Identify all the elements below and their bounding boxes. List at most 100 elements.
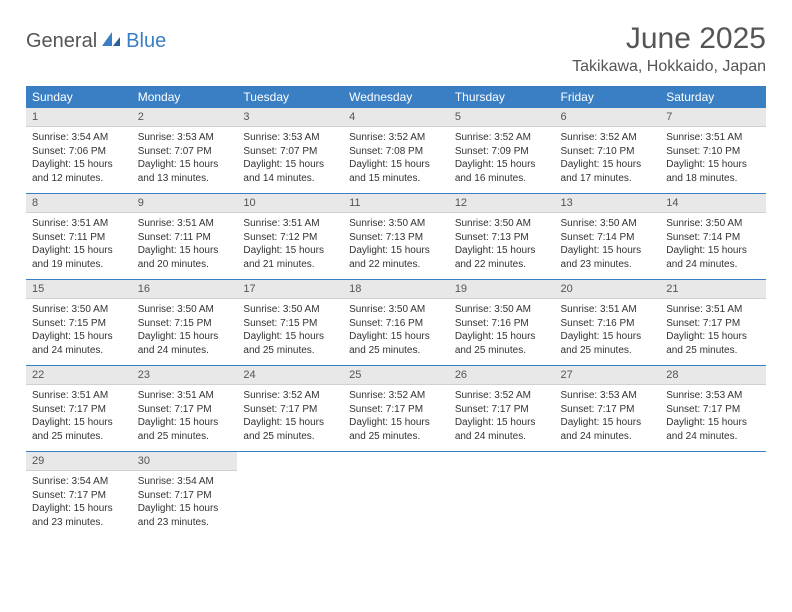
day-cell: 10Sunrise: 3:51 AMSunset: 7:12 PMDayligh… [237, 194, 343, 280]
day-number: 25 [343, 366, 449, 385]
day-content: Sunrise: 3:50 AMSunset: 7:15 PMDaylight:… [132, 299, 238, 365]
day-cell: 15Sunrise: 3:50 AMSunset: 7:15 PMDayligh… [26, 280, 132, 366]
day-content: Sunrise: 3:51 AMSunset: 7:11 PMDaylight:… [132, 213, 238, 279]
day-number: 19 [449, 280, 555, 299]
day-cell: 30Sunrise: 3:54 AMSunset: 7:17 PMDayligh… [132, 452, 238, 538]
day-number: 11 [343, 194, 449, 213]
day-content: Sunrise: 3:54 AMSunset: 7:17 PMDaylight:… [26, 471, 132, 537]
day-cell: . [555, 452, 661, 538]
day-cell: 29Sunrise: 3:54 AMSunset: 7:17 PMDayligh… [26, 452, 132, 538]
day-cell: 23Sunrise: 3:51 AMSunset: 7:17 PMDayligh… [132, 366, 238, 452]
day-number: 29 [26, 452, 132, 471]
day-cell: 2Sunrise: 3:53 AMSunset: 7:07 PMDaylight… [132, 108, 238, 194]
day-cell: . [660, 452, 766, 538]
day-number: 4 [343, 108, 449, 127]
day-number: 22 [26, 366, 132, 385]
day-cell: 24Sunrise: 3:52 AMSunset: 7:17 PMDayligh… [237, 366, 343, 452]
day-content: Sunrise: 3:51 AMSunset: 7:17 PMDaylight:… [26, 385, 132, 451]
calendar-body: 1Sunrise: 3:54 AMSunset: 7:06 PMDaylight… [26, 108, 766, 537]
logo: General Blue [26, 22, 166, 53]
day-content: Sunrise: 3:51 AMSunset: 7:17 PMDaylight:… [660, 299, 766, 365]
day-content: Sunrise: 3:50 AMSunset: 7:13 PMDaylight:… [449, 213, 555, 279]
day-number: 27 [555, 366, 661, 385]
day-cell: 26Sunrise: 3:52 AMSunset: 7:17 PMDayligh… [449, 366, 555, 452]
day-number: 23 [132, 366, 238, 385]
day-number: 18 [343, 280, 449, 299]
day-number: 28 [660, 366, 766, 385]
day-cell: 17Sunrise: 3:50 AMSunset: 7:15 PMDayligh… [237, 280, 343, 366]
sail-icon [100, 30, 122, 53]
day-cell: 1Sunrise: 3:54 AMSunset: 7:06 PMDaylight… [26, 108, 132, 194]
day-cell: 16Sunrise: 3:50 AMSunset: 7:15 PMDayligh… [132, 280, 238, 366]
day-number: 21 [660, 280, 766, 299]
day-content: Sunrise: 3:50 AMSunset: 7:15 PMDaylight:… [26, 299, 132, 365]
day-cell: 9Sunrise: 3:51 AMSunset: 7:11 PMDaylight… [132, 194, 238, 280]
day-number: 16 [132, 280, 238, 299]
week-row: 1Sunrise: 3:54 AMSunset: 7:06 PMDaylight… [26, 108, 766, 194]
day-cell: 20Sunrise: 3:51 AMSunset: 7:16 PMDayligh… [555, 280, 661, 366]
day-content: Sunrise: 3:53 AMSunset: 7:07 PMDaylight:… [237, 127, 343, 193]
day-number: 24 [237, 366, 343, 385]
day-cell: 6Sunrise: 3:52 AMSunset: 7:10 PMDaylight… [555, 108, 661, 194]
day-number: 12 [449, 194, 555, 213]
dow-thursday: Thursday [449, 86, 555, 108]
day-cell: 28Sunrise: 3:53 AMSunset: 7:17 PMDayligh… [660, 366, 766, 452]
day-cell: 12Sunrise: 3:50 AMSunset: 7:13 PMDayligh… [449, 194, 555, 280]
week-row: 15Sunrise: 3:50 AMSunset: 7:15 PMDayligh… [26, 280, 766, 366]
day-content: Sunrise: 3:54 AMSunset: 7:17 PMDaylight:… [132, 471, 238, 537]
day-cell: 7Sunrise: 3:51 AMSunset: 7:10 PMDaylight… [660, 108, 766, 194]
day-content: Sunrise: 3:51 AMSunset: 7:17 PMDaylight:… [132, 385, 238, 451]
title-block: June 2025 Takikawa, Hokkaido, Japan [572, 22, 766, 76]
day-content: Sunrise: 3:53 AMSunset: 7:17 PMDaylight:… [660, 385, 766, 451]
day-cell: 21Sunrise: 3:51 AMSunset: 7:17 PMDayligh… [660, 280, 766, 366]
location-text: Takikawa, Hokkaido, Japan [572, 58, 766, 76]
day-number: 7 [660, 108, 766, 127]
day-number: 15 [26, 280, 132, 299]
day-cell: 14Sunrise: 3:50 AMSunset: 7:14 PMDayligh… [660, 194, 766, 280]
day-content: Sunrise: 3:52 AMSunset: 7:09 PMDaylight:… [449, 127, 555, 193]
day-number: 6 [555, 108, 661, 127]
day-content: Sunrise: 3:50 AMSunset: 7:13 PMDaylight:… [343, 213, 449, 279]
day-number: 14 [660, 194, 766, 213]
day-of-week-row: Sunday Monday Tuesday Wednesday Thursday… [26, 86, 766, 108]
day-cell: 22Sunrise: 3:51 AMSunset: 7:17 PMDayligh… [26, 366, 132, 452]
day-cell: 19Sunrise: 3:50 AMSunset: 7:16 PMDayligh… [449, 280, 555, 366]
week-row: 22Sunrise: 3:51 AMSunset: 7:17 PMDayligh… [26, 366, 766, 452]
day-content: Sunrise: 3:51 AMSunset: 7:12 PMDaylight:… [237, 213, 343, 279]
day-content: Sunrise: 3:52 AMSunset: 7:08 PMDaylight:… [343, 127, 449, 193]
day-content: Sunrise: 3:54 AMSunset: 7:06 PMDaylight:… [26, 127, 132, 193]
day-number: 20 [555, 280, 661, 299]
day-number: 26 [449, 366, 555, 385]
header: General Blue June 2025 Takikawa, Hokkaid… [26, 22, 766, 76]
dow-monday: Monday [132, 86, 238, 108]
day-cell: . [343, 452, 449, 538]
dow-tuesday: Tuesday [237, 86, 343, 108]
dow-wednesday: Wednesday [343, 86, 449, 108]
day-cell: . [237, 452, 343, 538]
day-number: 8 [26, 194, 132, 213]
day-number: 30 [132, 452, 238, 471]
day-cell: 18Sunrise: 3:50 AMSunset: 7:16 PMDayligh… [343, 280, 449, 366]
day-number: 10 [237, 194, 343, 213]
day-cell: . [449, 452, 555, 538]
day-content: Sunrise: 3:51 AMSunset: 7:16 PMDaylight:… [555, 299, 661, 365]
day-content: Sunrise: 3:50 AMSunset: 7:16 PMDaylight:… [343, 299, 449, 365]
day-cell: 4Sunrise: 3:52 AMSunset: 7:08 PMDaylight… [343, 108, 449, 194]
day-content: Sunrise: 3:52 AMSunset: 7:10 PMDaylight:… [555, 127, 661, 193]
day-number: 3 [237, 108, 343, 127]
day-cell: 13Sunrise: 3:50 AMSunset: 7:14 PMDayligh… [555, 194, 661, 280]
day-content: Sunrise: 3:50 AMSunset: 7:14 PMDaylight:… [660, 213, 766, 279]
day-number: 1 [26, 108, 132, 127]
day-content: Sunrise: 3:51 AMSunset: 7:10 PMDaylight:… [660, 127, 766, 193]
day-cell: 27Sunrise: 3:53 AMSunset: 7:17 PMDayligh… [555, 366, 661, 452]
dow-friday: Friday [555, 86, 661, 108]
week-row: 8Sunrise: 3:51 AMSunset: 7:11 PMDaylight… [26, 194, 766, 280]
day-cell: 8Sunrise: 3:51 AMSunset: 7:11 PMDaylight… [26, 194, 132, 280]
page-title: June 2025 [572, 22, 766, 56]
day-content: Sunrise: 3:52 AMSunset: 7:17 PMDaylight:… [237, 385, 343, 451]
dow-saturday: Saturday [660, 86, 766, 108]
day-content: Sunrise: 3:50 AMSunset: 7:16 PMDaylight:… [449, 299, 555, 365]
day-number: 13 [555, 194, 661, 213]
week-row: 29Sunrise: 3:54 AMSunset: 7:17 PMDayligh… [26, 452, 766, 538]
day-number: 17 [237, 280, 343, 299]
